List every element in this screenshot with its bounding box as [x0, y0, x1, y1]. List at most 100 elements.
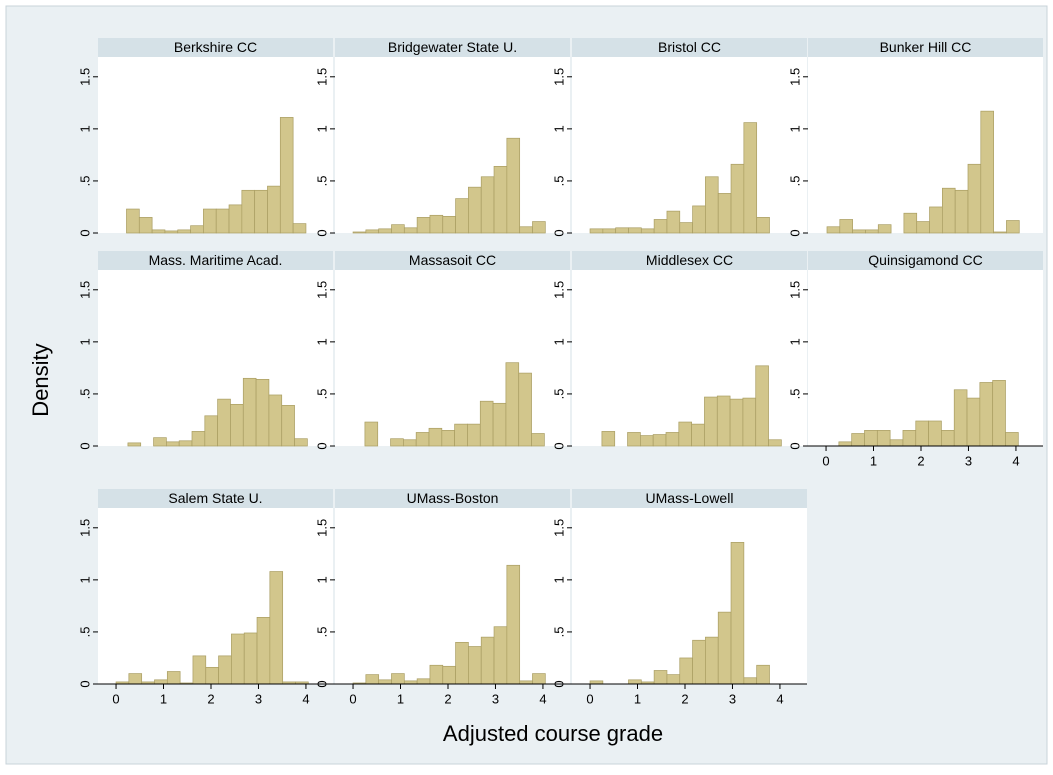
y-tick-label: 1.5 [314, 68, 329, 86]
y-tick-label: 0 [787, 229, 802, 236]
panel-title: Middlesex CC [646, 252, 733, 268]
bar [281, 405, 295, 447]
bar [692, 639, 706, 685]
bar [928, 420, 942, 447]
bar [365, 674, 380, 685]
y-tick-label: .5 [314, 389, 329, 400]
y-tick-label: 1 [787, 125, 802, 132]
bar [756, 664, 770, 685]
panel-title: Salem State U. [168, 490, 262, 506]
bar [254, 189, 268, 234]
x-tick-label: 3 [729, 691, 736, 706]
bar [269, 571, 284, 685]
bar [691, 423, 705, 447]
bar [601, 431, 616, 447]
bar [628, 227, 642, 234]
bar [390, 438, 404, 447]
bar [243, 632, 258, 685]
bar [1006, 220, 1020, 234]
bar [154, 679, 168, 685]
panel-title: Bristol CC [658, 39, 721, 55]
bar [729, 398, 744, 447]
y-tick-label: 1 [787, 338, 802, 345]
y-tick-label: 0 [551, 229, 566, 236]
y-tick-label: 0 [551, 680, 566, 687]
strip [98, 251, 333, 270]
bar [138, 217, 153, 234]
bar [378, 679, 392, 685]
y-tick-label: 0 [551, 442, 566, 449]
plot-area [572, 270, 807, 446]
panel-title: Mass. Maritime Acad. [149, 252, 283, 268]
plot-area [335, 57, 570, 233]
y-tick-label: 1.5 [77, 281, 92, 299]
bar [876, 430, 891, 447]
bar [493, 626, 508, 685]
x-axis-title: Adjusted course grade [443, 721, 663, 746]
panel-title: UMass-Lowell [646, 490, 734, 506]
bar [231, 633, 245, 685]
bar [442, 665, 456, 685]
y-tick-label: 1 [77, 576, 92, 583]
x-tick-label: 0 [112, 691, 119, 706]
y-tick-label: 1.5 [551, 519, 566, 537]
bar [455, 641, 469, 685]
bar [378, 228, 392, 234]
bar [666, 210, 681, 234]
bar [468, 646, 482, 685]
bar [628, 679, 642, 685]
strip [335, 251, 570, 270]
bar [903, 212, 918, 234]
plot-area [98, 57, 333, 233]
bar [364, 421, 379, 447]
y-tick-label: 1.5 [77, 519, 92, 537]
bar [915, 420, 929, 447]
panel-title: Massasoit CC [409, 252, 496, 268]
y-tick-label: .5 [77, 176, 92, 187]
bar [128, 673, 143, 685]
y-axis-title: Density [28, 343, 53, 416]
y-tick-label: 0 [77, 680, 92, 687]
bar [217, 398, 231, 447]
bar [415, 432, 430, 447]
bar [652, 434, 667, 447]
x-tick-label: 1 [397, 691, 404, 706]
bar [255, 378, 270, 447]
y-tick-label: 0 [77, 229, 92, 236]
bar [742, 397, 757, 447]
x-tick-label: 3 [255, 691, 262, 706]
bar [256, 616, 271, 685]
bar [705, 176, 719, 234]
bar [678, 421, 692, 447]
strip [572, 38, 807, 57]
bar [852, 229, 866, 234]
bar [428, 427, 443, 447]
bar [416, 217, 431, 234]
y-tick-label: 0 [314, 442, 329, 449]
bar [705, 636, 719, 685]
bar [429, 664, 444, 685]
bar [391, 673, 405, 685]
bar [279, 117, 294, 234]
y-tick-label: 1 [314, 576, 329, 583]
bar [966, 397, 981, 447]
y-tick-label: 0 [787, 442, 802, 449]
x-tick-label: 4 [539, 691, 546, 706]
bar [717, 611, 732, 685]
bar [615, 227, 629, 234]
bar [851, 433, 865, 447]
panel-title: Quinsigamond CC [868, 252, 982, 268]
x-tick-label: 1 [160, 691, 167, 706]
x-tick-label: 0 [586, 691, 593, 706]
bar [953, 389, 968, 447]
bar [151, 229, 166, 234]
bar [942, 187, 956, 234]
y-tick-label: 0 [314, 229, 329, 236]
y-tick-label: .5 [787, 176, 802, 187]
bar [692, 205, 706, 234]
bar [826, 226, 841, 234]
y-tick-label: .5 [787, 389, 802, 400]
bar [666, 674, 681, 685]
y-tick-label: 1 [551, 576, 566, 583]
